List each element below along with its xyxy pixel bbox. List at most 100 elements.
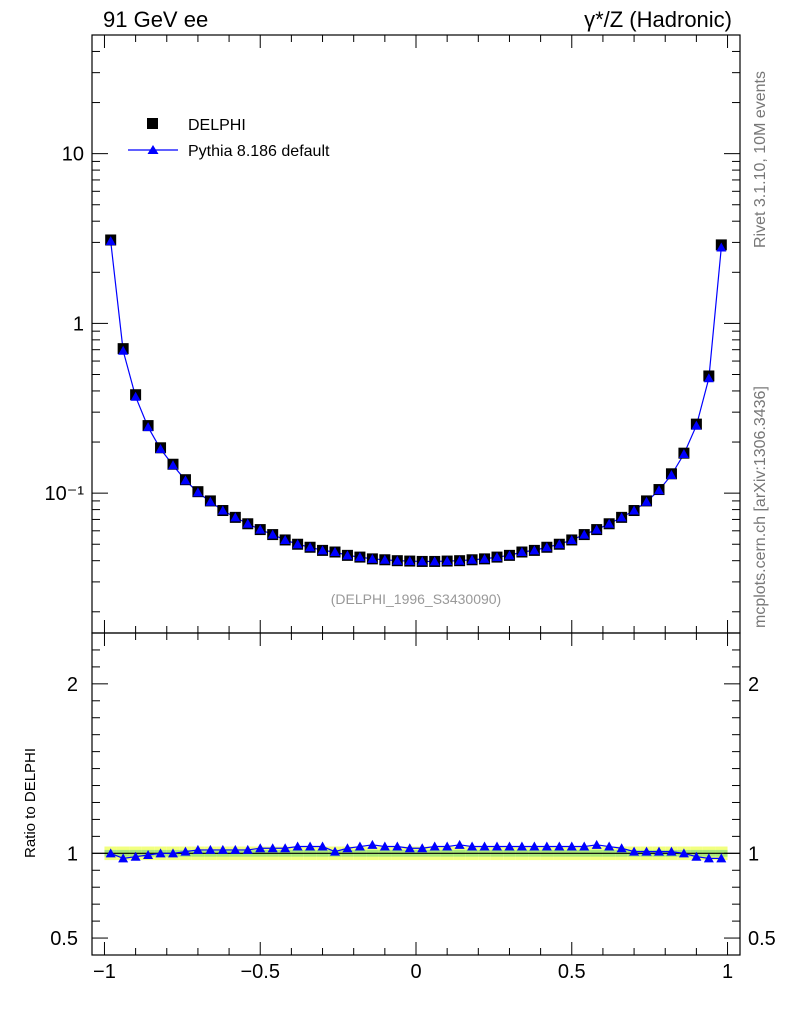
ratio-y-tick-label-right: 2 bbox=[748, 674, 759, 696]
mc-point bbox=[105, 236, 116, 246]
mc-point bbox=[379, 554, 390, 564]
mc-point bbox=[492, 552, 502, 562]
ratio-mc-point bbox=[267, 843, 278, 853]
ratio-mc-point bbox=[330, 846, 340, 856]
x-tick-label: 1 bbox=[722, 961, 733, 983]
y-tick-label: 10 bbox=[62, 144, 84, 166]
ratio-mc-point bbox=[554, 841, 565, 851]
ratio-mc-point bbox=[678, 848, 689, 858]
mc-point bbox=[454, 555, 465, 565]
ratio-mc-point bbox=[305, 841, 316, 851]
ratio-mc-point bbox=[392, 841, 403, 851]
mc-point bbox=[354, 552, 365, 562]
ratio-mc-point bbox=[255, 843, 266, 853]
mc-point bbox=[217, 505, 228, 515]
mc-point bbox=[155, 443, 166, 453]
mc-point bbox=[192, 487, 203, 497]
y-tick-label: 10⁻¹ bbox=[45, 483, 85, 505]
ratio-y-tick-label-right: 1 bbox=[748, 843, 759, 865]
ratio-mc-point bbox=[354, 841, 365, 851]
mc-point bbox=[604, 518, 615, 528]
x-tick-label: −1 bbox=[93, 961, 116, 983]
mc-point bbox=[516, 547, 527, 557]
ratio-mc-point bbox=[629, 846, 640, 856]
ratio-mc-point bbox=[242, 844, 253, 854]
mc-point bbox=[691, 420, 702, 430]
ratio-mc-point bbox=[516, 841, 527, 851]
mc-point bbox=[230, 512, 241, 522]
mc-point bbox=[678, 449, 689, 459]
mc-point bbox=[654, 485, 664, 495]
ratio-mc-point bbox=[192, 844, 203, 854]
ratio-plot-frame bbox=[91, 632, 741, 956]
ratio-y-tick-label: 1 bbox=[67, 843, 78, 865]
ratio-mc-point bbox=[479, 841, 490, 851]
ratio-mc-point bbox=[541, 841, 552, 851]
legend-mc-marker bbox=[147, 145, 159, 154]
mc-point bbox=[529, 545, 540, 555]
ratio-mc-point bbox=[230, 844, 241, 854]
ratio-y-tick-label: 0.5 bbox=[50, 928, 78, 950]
ratio-mc-point bbox=[654, 846, 664, 856]
ratio-mc-point bbox=[180, 846, 191, 856]
mc-point bbox=[716, 242, 727, 252]
mc-point bbox=[392, 555, 403, 565]
ratio-mc-point bbox=[529, 841, 540, 851]
header-right-title: γ*/Z (Hadronic) bbox=[584, 7, 732, 32]
ratio-mc-point bbox=[404, 843, 415, 853]
mc-point bbox=[703, 373, 714, 383]
mc-point bbox=[342, 550, 353, 560]
mc-point bbox=[168, 460, 178, 470]
analysis-id-watermark: (DELPHI_1996_S3430090) bbox=[331, 591, 501, 607]
ratio-mc-point bbox=[504, 841, 515, 851]
mc-point bbox=[130, 391, 141, 401]
ratio-mc-point bbox=[417, 843, 428, 853]
ratio-mc-point bbox=[205, 844, 216, 854]
ratio-mc-point bbox=[342, 843, 353, 853]
ratio-mc-point bbox=[467, 841, 478, 851]
ratio-mc-point bbox=[579, 841, 590, 851]
mc-point bbox=[330, 547, 340, 557]
legend-data-label: DELPHI bbox=[188, 117, 246, 134]
ratio-mc-point bbox=[492, 841, 502, 851]
ratio-mc-point bbox=[591, 839, 602, 849]
ratio-mc-point bbox=[716, 853, 727, 863]
mc-point bbox=[467, 554, 478, 564]
ratio-mc-point bbox=[442, 841, 453, 851]
mc-point bbox=[641, 496, 652, 506]
ratio-mc-point bbox=[641, 846, 652, 856]
mc-point bbox=[180, 475, 191, 485]
mc-point bbox=[255, 524, 266, 534]
ratio-mc-point bbox=[130, 851, 141, 861]
ratio-mc-point bbox=[143, 850, 154, 860]
ratio-mc-point bbox=[604, 841, 615, 851]
ratio-mc-point bbox=[168, 848, 178, 858]
ratio-mc-point bbox=[217, 844, 228, 854]
x-tick-label: 0.5 bbox=[558, 961, 586, 983]
mc-point bbox=[404, 556, 415, 566]
mc-point bbox=[292, 539, 303, 549]
ratio-mc-point bbox=[280, 843, 291, 853]
ratio-mc-point bbox=[105, 848, 116, 858]
legend-mc-label: Pythia 8.186 default bbox=[188, 143, 330, 160]
mc-point bbox=[205, 496, 216, 506]
ratio-mc-point bbox=[429, 841, 440, 851]
mc-point bbox=[267, 529, 278, 539]
mc-point bbox=[367, 553, 378, 563]
ratio-mc-point bbox=[317, 841, 328, 851]
ratio-mc-point bbox=[616, 843, 627, 853]
ratio-mc-point bbox=[454, 839, 465, 849]
mc-point bbox=[429, 556, 440, 566]
x-tick-label: 0 bbox=[410, 961, 421, 983]
mc-point bbox=[479, 553, 490, 563]
mc-point bbox=[417, 556, 428, 566]
ratio-mc-point bbox=[666, 846, 677, 856]
mc-point bbox=[305, 542, 316, 552]
mc-point bbox=[504, 550, 515, 560]
ratio-y-tick-label: 2 bbox=[67, 674, 78, 696]
mc-point bbox=[591, 524, 602, 534]
mc-point bbox=[280, 534, 291, 544]
ratio-mc-point bbox=[118, 853, 129, 863]
mc-point bbox=[566, 534, 577, 544]
